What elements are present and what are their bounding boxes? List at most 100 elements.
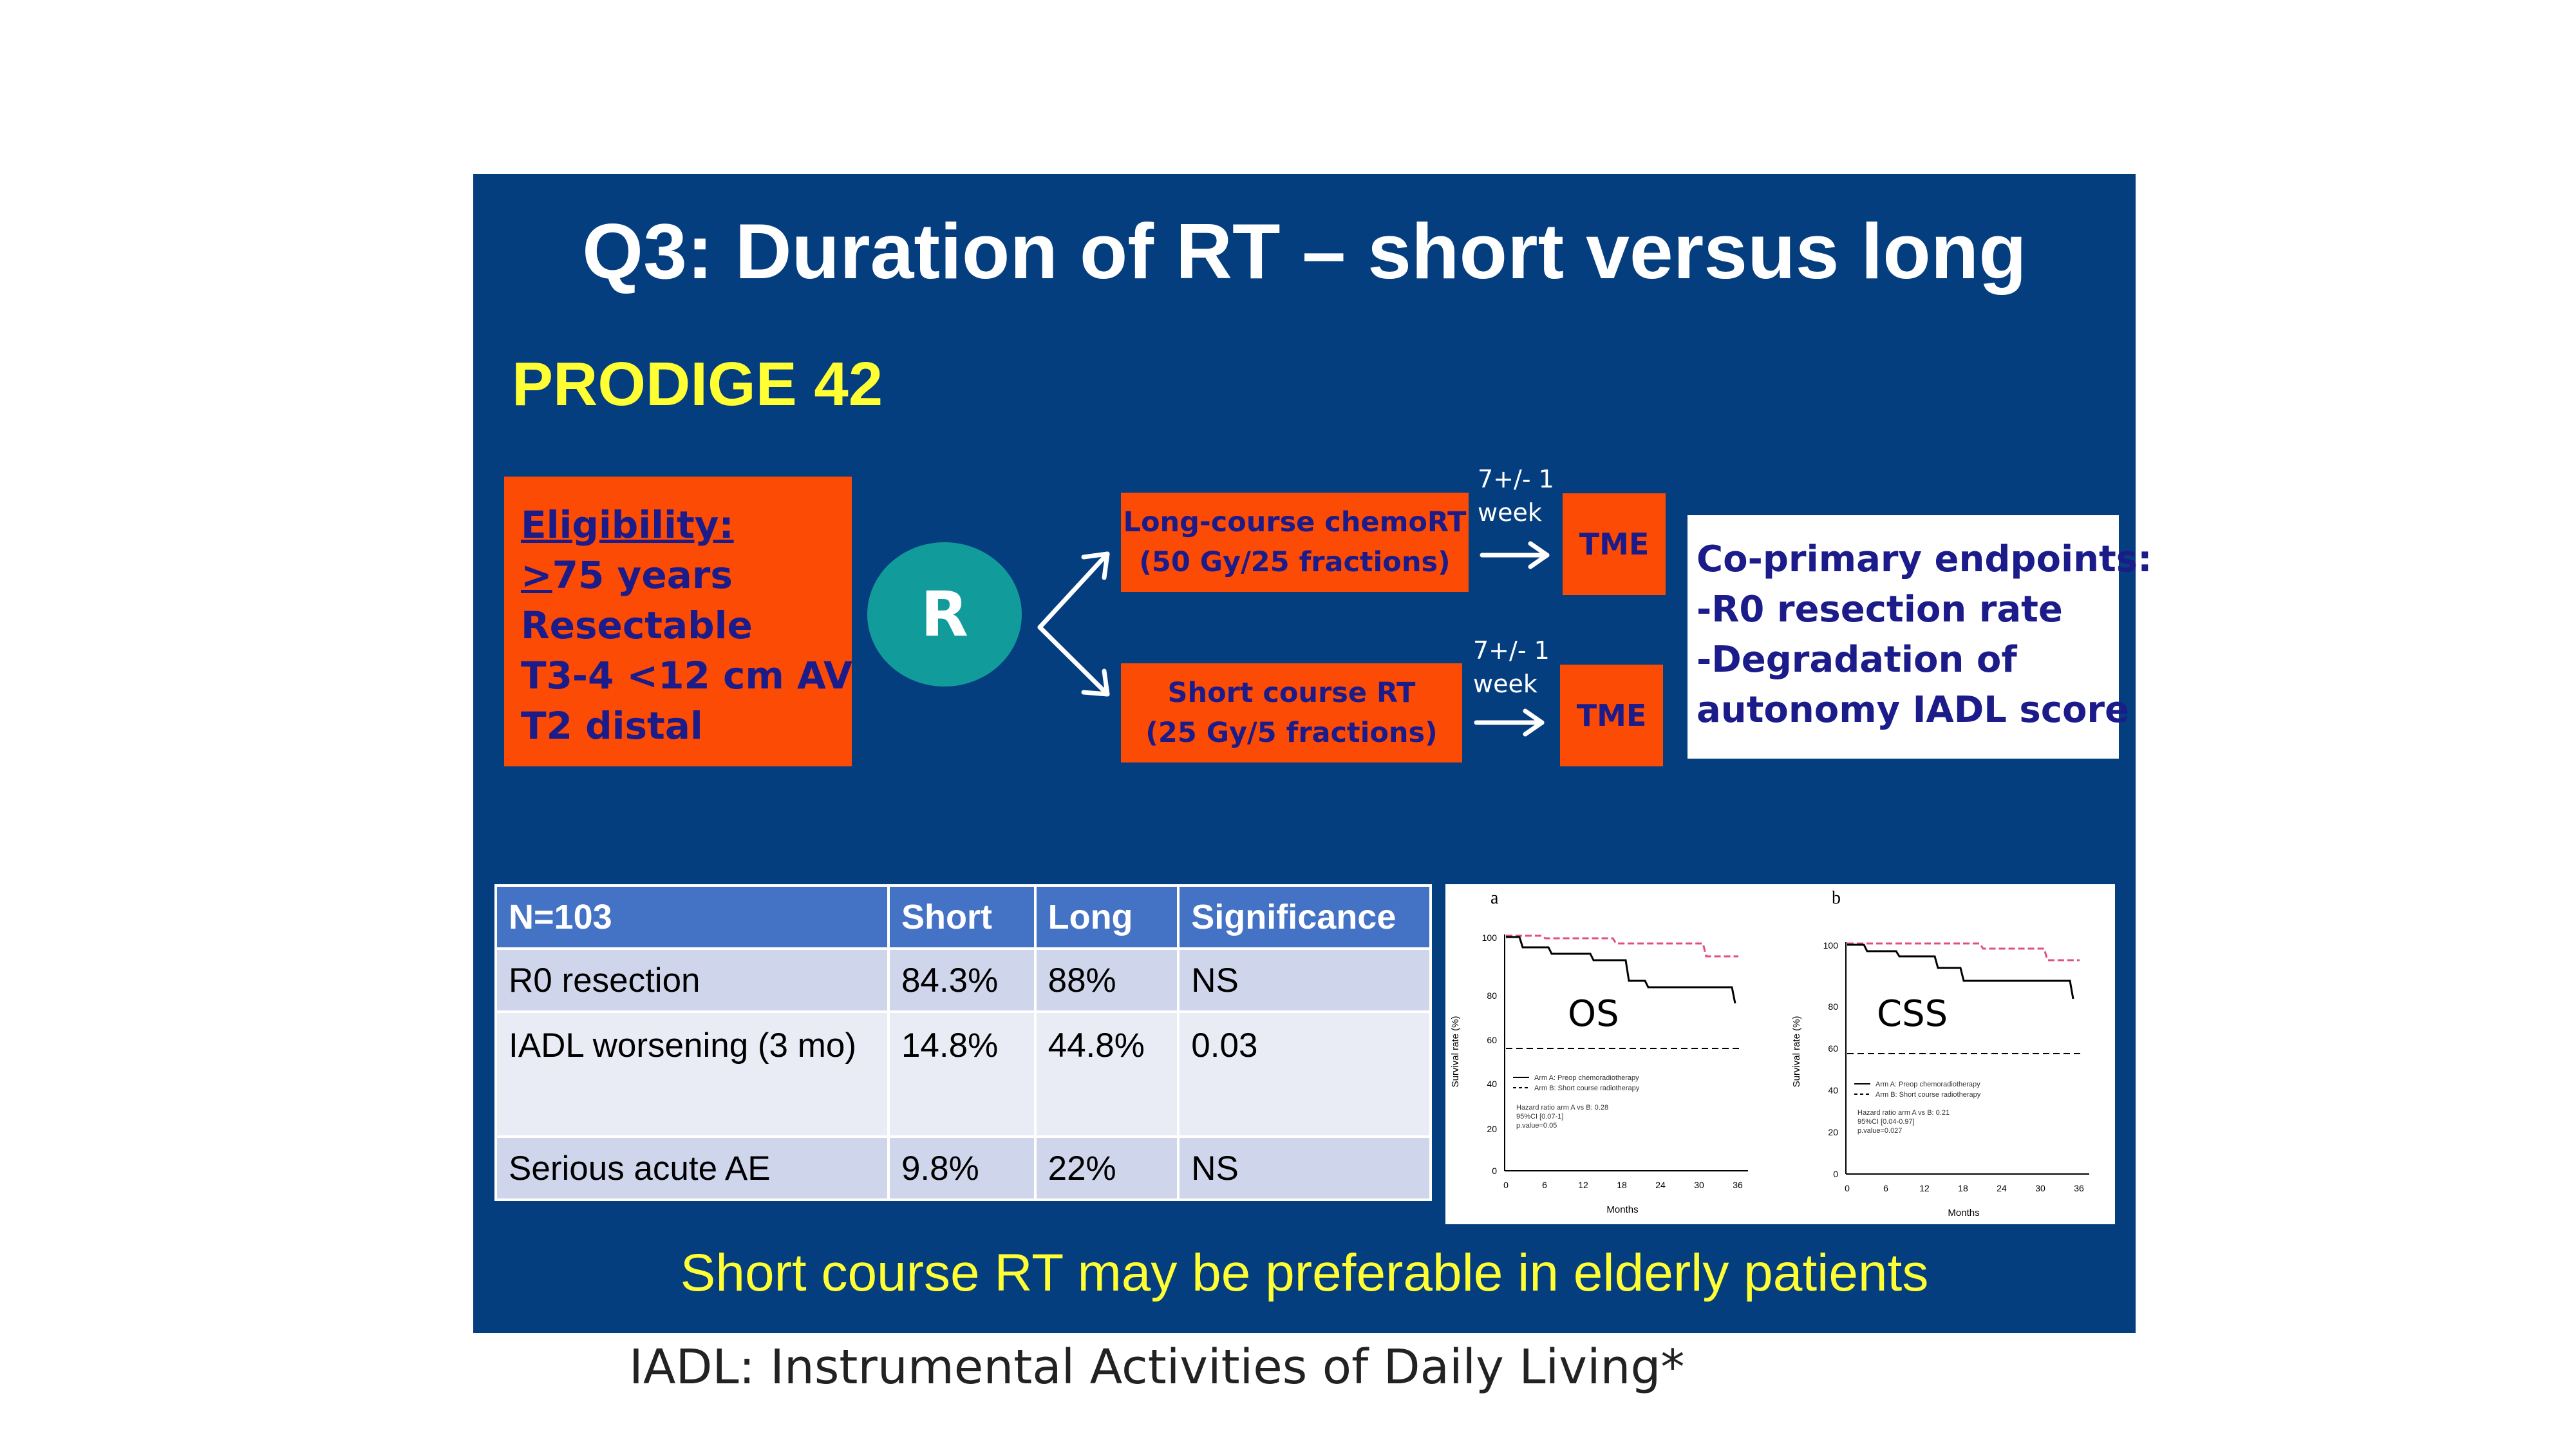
- table-cell: 44.8%: [1033, 1010, 1180, 1138]
- arrowhead-long-tme: [1528, 541, 1550, 569]
- arm-a-curve-b: [1847, 943, 2074, 999]
- short-course-box: Short course RT (25 Gy/5 fractions): [1121, 663, 1462, 762]
- hr-line: 95%CI [0.07-1]: [1516, 1113, 1563, 1121]
- table-cell: 84.3%: [887, 947, 1037, 1013]
- long-course-box: Long-course chemoRT (50 Gy/25 fractions): [1121, 493, 1469, 592]
- svg-text:0: 0: [1845, 1183, 1850, 1193]
- eligibility-line: Resectable: [521, 603, 753, 647]
- eligibility-age-text: 75 years: [552, 553, 733, 597]
- svg-text:36: 36: [1733, 1180, 1743, 1190]
- legend-arm-b: Arm B: Short course radiotherapy: [1534, 1084, 1640, 1092]
- km-yticks-a: 0 20 40 60 80 100: [1482, 933, 1498, 1176]
- eligibility-box: Eligibility: >75 years Resectable T3-4 <…: [504, 477, 852, 766]
- endpoint-line: autonomy IADL score: [1697, 689, 2130, 731]
- svg-text:30: 30: [2035, 1183, 2045, 1193]
- css-label: CSS: [1877, 993, 1948, 1035]
- os-label: OS: [1568, 993, 1619, 1035]
- svg-text:6: 6: [1883, 1183, 1888, 1193]
- tme-box-long: TME: [1563, 493, 1666, 595]
- svg-text:0: 0: [1492, 1166, 1497, 1176]
- svg-text:60: 60: [1828, 1043, 1838, 1054]
- eligibility-line: T3-4 <12 cm AV: [521, 654, 852, 697]
- survival-curves-image: a Survival rate (%) 0 20 40 60 80 100 0 …: [1445, 884, 2115, 1224]
- arm-a-curve-a: [1506, 936, 1736, 1004]
- randomization-circle: R: [867, 542, 1022, 687]
- km-panel-a: a Survival rate (%) 0 20 40 60 80 100 0 …: [1450, 888, 1748, 1215]
- km-plots: a Survival rate (%) 0 20 40 60 80 100 0 …: [1450, 888, 2089, 1218]
- svg-text:18: 18: [1617, 1180, 1627, 1190]
- svg-text:0: 0: [1503, 1180, 1509, 1190]
- ge-symbol: >: [521, 553, 552, 597]
- arm-b-curve-b: [1847, 942, 2080, 961]
- table-header: Short: [887, 884, 1037, 950]
- svg-text:100: 100: [1823, 940, 1839, 951]
- short-interval-unit: week: [1473, 670, 1537, 698]
- svg-text:18: 18: [1958, 1183, 1968, 1193]
- table-header: Significance: [1177, 884, 1432, 950]
- arrowhead-short: [1081, 668, 1110, 697]
- endpoint-line: -R0 resection rate: [1697, 589, 2063, 630]
- long-course-dose: (50 Gy/25 fractions): [1139, 546, 1451, 578]
- svg-text:6: 6: [1542, 1180, 1547, 1190]
- svg-text:12: 12: [1578, 1180, 1588, 1190]
- hr-line: Hazard ratio arm A vs B: 0.21: [1857, 1109, 1950, 1117]
- eligibility-heading: Eligibility:: [521, 503, 734, 547]
- arrowhead-short-tme: [1523, 708, 1545, 737]
- svg-text:24: 24: [1655, 1180, 1666, 1190]
- svg-text:12: 12: [1919, 1183, 1930, 1193]
- svg-text:20: 20: [1487, 1124, 1497, 1134]
- arrow-to-short-arm: [1037, 625, 1110, 697]
- table-cell: NS: [1177, 947, 1432, 1013]
- footnote: IADL: Instrumental Activities of Daily L…: [629, 1340, 1685, 1395]
- panel-letter-a: a: [1490, 888, 1499, 908]
- long-interval-value: 7+/- 1: [1478, 465, 1554, 493]
- km-xlabel-a: Months: [1606, 1204, 1638, 1215]
- short-course-dose: (25 Gy/5 fractions): [1145, 717, 1438, 749]
- km-ylabel-b: Survival rate (%): [1791, 1016, 1802, 1088]
- table-header-row: N=103 Short Long Significance: [494, 884, 1432, 950]
- long-course-label: Long-course chemoRT: [1123, 506, 1467, 538]
- svg-text:30: 30: [1694, 1180, 1704, 1190]
- svg-text:24: 24: [1997, 1183, 2007, 1193]
- table-row: R0 resection 84.3% 88% NS: [494, 947, 1432, 1013]
- arrowhead-long: [1081, 551, 1110, 580]
- svg-text:20: 20: [1828, 1127, 1838, 1137]
- tme-box-short: TME: [1560, 665, 1663, 766]
- arm-b-curve-a: [1506, 934, 1738, 958]
- conclusion-text: Short course RT may be preferable in eld…: [680, 1244, 1929, 1302]
- short-course-label: Short course RT: [1167, 677, 1416, 709]
- long-interval: 7+/- 1 week: [1478, 462, 1554, 529]
- endpoints-heading: Co-primary endpoints:: [1697, 538, 2152, 580]
- legend-arm-b: Arm B: Short course radiotherapy: [1876, 1091, 1981, 1099]
- km-xticks-b: 0 6 12 18 24 30 36: [1845, 1183, 2084, 1193]
- table-cell: 14.8%: [887, 1010, 1037, 1138]
- table-cell: 88%: [1033, 947, 1180, 1013]
- table-cell: 0.03: [1177, 1010, 1432, 1138]
- slide: Q3: Duration of RT – short versus long P…: [473, 174, 2152, 1333]
- svg-text:80: 80: [1828, 1001, 1838, 1012]
- table-cell: IADL worsening (3 mo): [494, 1010, 890, 1138]
- table-row: Serious acute AE 9.8% 22% NS: [494, 1135, 1432, 1201]
- slide-title: Q3: Duration of RT – short versus long: [582, 207, 2027, 295]
- hr-line: p.value=0.05: [1516, 1122, 1557, 1130]
- results-table: N=103 Short Long Significance R0 resecti…: [494, 884, 1432, 1201]
- hr-line: p.value=0.027: [1857, 1127, 1902, 1135]
- km-xlabel-b: Months: [1948, 1208, 1979, 1218]
- svg-text:60: 60: [1487, 1035, 1497, 1045]
- eligibility-line: T2 distal: [521, 704, 703, 748]
- svg-text:40: 40: [1828, 1085, 1838, 1095]
- hr-line: 95%CI [0.04-0.97]: [1857, 1118, 1915, 1126]
- eligibility-age: >75 years: [521, 550, 835, 600]
- legend-arm-a: Arm A: Preop chemoradiotherapy: [1534, 1074, 1639, 1082]
- hr-line: Hazard ratio arm A vs B: 0.28: [1516, 1104, 1608, 1112]
- trial-name: PRODIGE 42: [512, 350, 883, 419]
- panel-letter-b: b: [1832, 888, 1841, 908]
- table-row: IADL worsening (3 mo) 14.8% 44.8% 0.03: [494, 1010, 1432, 1138]
- table-cell: Serious acute AE: [494, 1135, 890, 1201]
- km-xticks-a: 0 6 12 18 24 30 36: [1503, 1180, 1743, 1190]
- long-interval-unit: week: [1478, 498, 1542, 527]
- arrow-to-long-arm: [1037, 551, 1110, 630]
- km-panel-b: b Survival rate (%) 0 20 40 60 80 100 0 …: [1791, 888, 2089, 1218]
- short-interval: 7+/- 1 week: [1473, 634, 1550, 701]
- flow-arrows: [1037, 541, 1550, 737]
